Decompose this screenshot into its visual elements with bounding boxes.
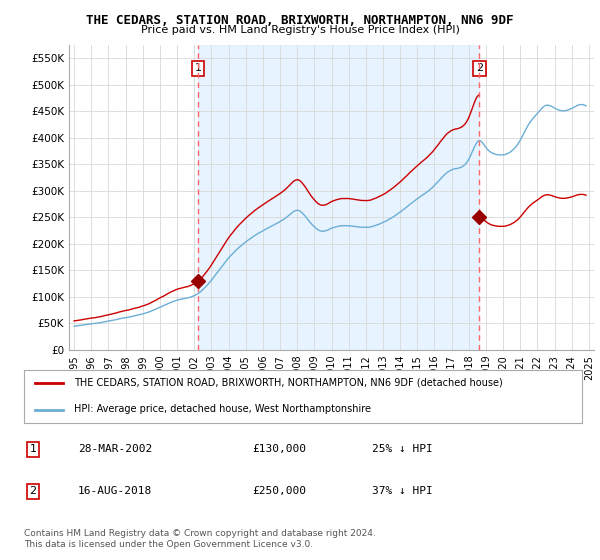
Text: 28-MAR-2002: 28-MAR-2002 xyxy=(78,445,152,454)
Text: Price paid vs. HM Land Registry's House Price Index (HPI): Price paid vs. HM Land Registry's House … xyxy=(140,25,460,35)
Text: £250,000: £250,000 xyxy=(252,487,306,496)
Text: THE CEDARS, STATION ROAD, BRIXWORTH, NORTHAMPTON, NN6 9DF: THE CEDARS, STATION ROAD, BRIXWORTH, NOR… xyxy=(86,14,514,27)
Text: £130,000: £130,000 xyxy=(252,445,306,454)
Text: 1: 1 xyxy=(29,445,37,454)
Text: 1: 1 xyxy=(194,63,202,73)
Text: HPI: Average price, detached house, West Northamptonshire: HPI: Average price, detached house, West… xyxy=(74,404,371,414)
Bar xyxy=(198,45,479,350)
Text: 2: 2 xyxy=(476,63,483,73)
Text: 2: 2 xyxy=(29,487,37,496)
Text: 16-AUG-2018: 16-AUG-2018 xyxy=(78,487,152,496)
Text: THE CEDARS, STATION ROAD, BRIXWORTH, NORTHAMPTON, NN6 9DF (detached house): THE CEDARS, STATION ROAD, BRIXWORTH, NOR… xyxy=(74,378,503,388)
Text: Contains HM Land Registry data © Crown copyright and database right 2024.
This d: Contains HM Land Registry data © Crown c… xyxy=(24,529,376,549)
Text: 37% ↓ HPI: 37% ↓ HPI xyxy=(372,487,433,496)
Text: 25% ↓ HPI: 25% ↓ HPI xyxy=(372,445,433,454)
